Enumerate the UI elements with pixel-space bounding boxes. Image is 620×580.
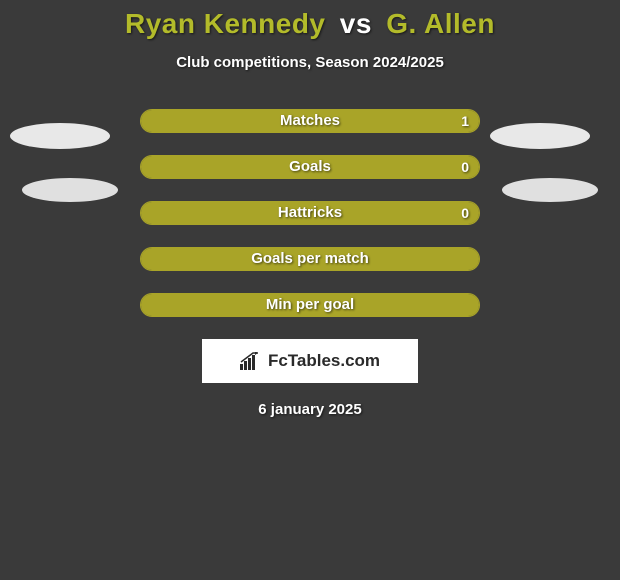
bar-value-right: 1 xyxy=(461,110,469,132)
title-vs: vs xyxy=(334,8,378,39)
title-player1: Ryan Kennedy xyxy=(125,8,326,39)
decor-ellipse xyxy=(22,178,118,202)
title-player2: G. Allen xyxy=(386,8,495,39)
bar-label: Min per goal xyxy=(141,294,479,316)
bar-value-right: 0 xyxy=(461,156,469,178)
brand-box: FcTables.com xyxy=(202,339,418,383)
date-text: 6 january 2025 xyxy=(0,401,620,418)
decor-ellipse xyxy=(502,178,598,202)
subtitle: Club competitions, Season 2024/2025 xyxy=(0,54,620,71)
bar-label: Goals per match xyxy=(141,248,479,270)
bar-value-right: 0 xyxy=(461,202,469,224)
stats-card: Ryan Kennedy vs G. Allen Club competitio… xyxy=(0,0,620,580)
stat-bar: Goals per match xyxy=(140,247,480,271)
stat-bar: Min per goal xyxy=(140,293,480,317)
stat-bar: Hattricks0 xyxy=(140,201,480,225)
bar-label: Matches xyxy=(141,110,479,132)
page-title: Ryan Kennedy vs G. Allen xyxy=(0,0,620,40)
bars-container: Matches1Goals0Hattricks0Goals per matchM… xyxy=(140,109,480,317)
brand-text: FcTables.com xyxy=(268,351,380,371)
bar-label: Goals xyxy=(141,156,479,178)
stat-bar: Goals0 xyxy=(140,155,480,179)
brand-chart-icon xyxy=(240,352,262,370)
decor-ellipse xyxy=(490,123,590,149)
bar-label: Hattricks xyxy=(141,202,479,224)
decor-ellipse xyxy=(10,123,110,149)
stat-bar: Matches1 xyxy=(140,109,480,133)
